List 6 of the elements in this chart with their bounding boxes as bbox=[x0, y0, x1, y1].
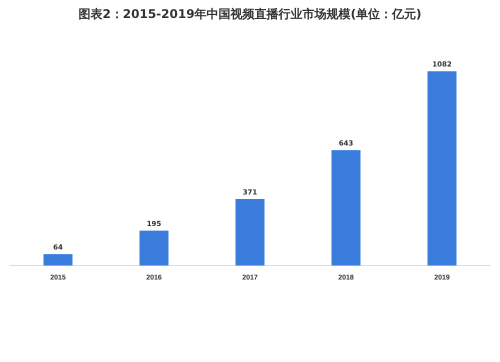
bar bbox=[427, 71, 457, 266]
chart-title: 图表2：2015-2019年中国视频直播行业市场规模(单位：亿元) bbox=[77, 6, 423, 23]
bar bbox=[139, 230, 169, 266]
bar bbox=[331, 150, 361, 266]
bar bbox=[235, 198, 265, 266]
bar bbox=[43, 254, 73, 266]
